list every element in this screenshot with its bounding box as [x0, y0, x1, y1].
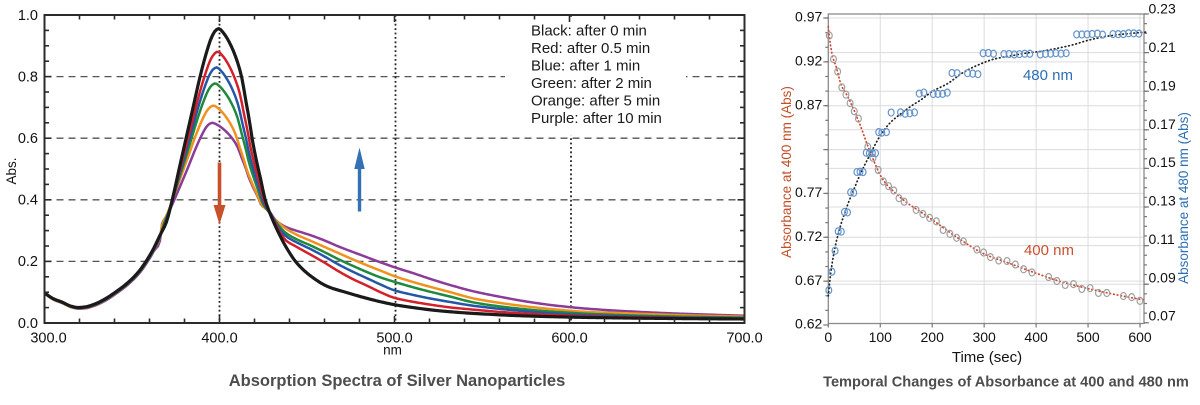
svg-text:400.0: 400.0 — [201, 331, 237, 347]
svg-text:0.6: 0.6 — [18, 131, 38, 147]
svg-text:nm: nm — [383, 343, 402, 358]
svg-text:400 nm: 400 nm — [1024, 242, 1074, 259]
svg-text:0.13: 0.13 — [1149, 193, 1176, 209]
svg-text:Orange: after 5 min: Orange: after 5 min — [531, 92, 660, 109]
svg-text:0.72: 0.72 — [795, 228, 822, 244]
svg-text:Absorbance at 480 nm (Abs): Absorbance at 480 nm (Abs) — [1176, 112, 1191, 284]
svg-text:480 nm: 480 nm — [1023, 67, 1073, 84]
svg-text:0.19: 0.19 — [1149, 77, 1176, 93]
svg-text:100: 100 — [869, 329, 893, 345]
svg-text:Absorbance at 400 nm (Abs): Absorbance at 400 nm (Abs) — [779, 86, 794, 258]
svg-text:0.8: 0.8 — [18, 69, 38, 85]
svg-text:0.4: 0.4 — [18, 193, 38, 209]
svg-text:0.62: 0.62 — [795, 316, 822, 332]
svg-text:0.17: 0.17 — [1149, 116, 1176, 132]
svg-text:500: 500 — [1076, 329, 1100, 345]
svg-text:0.0: 0.0 — [18, 316, 38, 332]
svg-text:0.23: 0.23 — [1149, 1, 1176, 17]
svg-text:Purple: after 10 min: Purple: after 10 min — [531, 110, 662, 127]
svg-text:Abs.: Abs. — [4, 157, 19, 184]
svg-text:500.0: 500.0 — [376, 331, 412, 347]
svg-text:300: 300 — [972, 329, 996, 345]
svg-text:Blue: after 1 min: Blue: after 1 min — [531, 57, 640, 74]
svg-text:600: 600 — [1128, 329, 1152, 345]
svg-text:200: 200 — [921, 329, 945, 345]
svg-text:0.92: 0.92 — [795, 53, 822, 69]
svg-text:1.0: 1.0 — [18, 8, 38, 24]
svg-text:0.77: 0.77 — [795, 184, 822, 200]
svg-text:Temporal Changes of Absorbance: Temporal Changes of Absorbance at 400 an… — [823, 375, 1189, 391]
svg-text:400: 400 — [1024, 329, 1048, 345]
svg-text:0.2: 0.2 — [18, 254, 38, 270]
svg-text:0.15: 0.15 — [1149, 154, 1176, 170]
svg-text:0.97: 0.97 — [795, 9, 822, 25]
svg-text:0.87: 0.87 — [795, 96, 822, 112]
svg-text:0.07: 0.07 — [1149, 308, 1176, 324]
svg-text:Black: after 0 min: Black: after 0 min — [531, 22, 647, 39]
svg-text:0.21: 0.21 — [1149, 39, 1176, 55]
svg-text:700.0: 700.0 — [726, 331, 762, 347]
svg-text:0.11: 0.11 — [1149, 231, 1175, 247]
svg-text:0: 0 — [824, 329, 832, 345]
svg-text:Green: after 2 min: Green: after 2 min — [531, 75, 652, 92]
svg-text:300.0: 300.0 — [30, 331, 66, 347]
svg-text:Time (sec): Time (sec) — [952, 349, 1022, 366]
svg-text:0.67: 0.67 — [795, 272, 822, 288]
svg-text:Red: after 0.5 min: Red: after 0.5 min — [531, 40, 650, 57]
svg-text:600.0: 600.0 — [551, 331, 587, 347]
svg-text:0.09: 0.09 — [1149, 269, 1176, 285]
svg-text:Absorption Spectra of Silver N: Absorption Spectra of Silver Nanoparticl… — [229, 372, 566, 390]
